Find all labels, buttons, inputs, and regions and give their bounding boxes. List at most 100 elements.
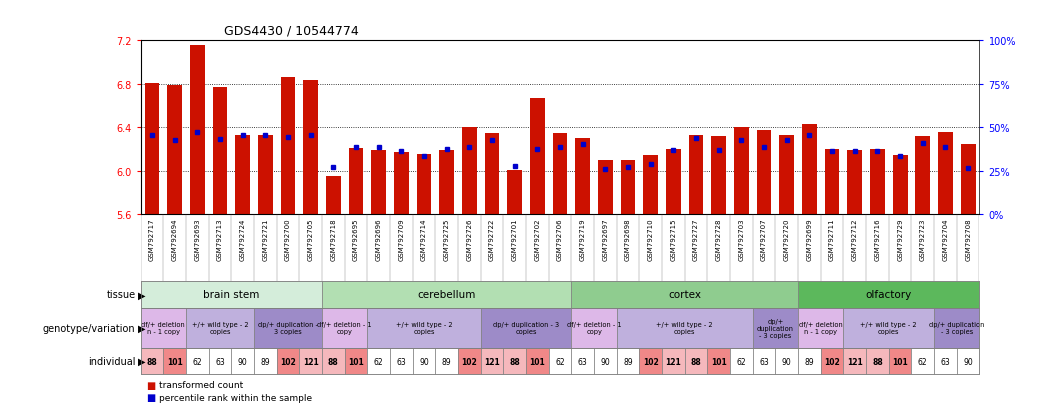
Bar — [462, 128, 477, 215]
Text: 63: 63 — [397, 357, 406, 366]
Text: 88: 88 — [328, 357, 339, 366]
Text: 90: 90 — [238, 357, 248, 366]
Text: individual: individual — [88, 356, 135, 366]
Text: cerebellum: cerebellum — [418, 290, 476, 300]
Text: GSM792706: GSM792706 — [557, 218, 563, 261]
Text: GSM792704: GSM792704 — [942, 218, 948, 261]
Text: 62: 62 — [193, 357, 202, 366]
Text: GSM792705: GSM792705 — [307, 218, 314, 261]
Bar — [326, 177, 341, 215]
Text: 89: 89 — [260, 357, 270, 366]
Text: GSM792711: GSM792711 — [829, 218, 835, 261]
Bar — [417, 154, 431, 215]
Text: 90: 90 — [419, 357, 429, 366]
Text: cortex: cortex — [668, 290, 701, 300]
Bar — [145, 83, 159, 215]
Bar — [938, 133, 952, 215]
Text: ▶: ▶ — [138, 323, 145, 333]
Bar — [213, 88, 227, 215]
Text: 101: 101 — [529, 357, 545, 366]
Text: 90: 90 — [600, 357, 611, 366]
Bar — [552, 133, 568, 215]
Text: 102: 102 — [824, 357, 840, 366]
Text: 89: 89 — [623, 357, 632, 366]
Bar — [168, 86, 182, 215]
Text: dp/+ duplication - 3
copies: dp/+ duplication - 3 copies — [493, 322, 560, 335]
Bar — [485, 133, 499, 215]
Text: GSM792698: GSM792698 — [625, 218, 631, 261]
Text: GSM792722: GSM792722 — [489, 218, 495, 261]
Text: dp/+ duplication -
3 copies: dp/+ duplication - 3 copies — [258, 322, 318, 335]
Text: 63: 63 — [760, 357, 769, 366]
Text: 101: 101 — [711, 357, 726, 366]
Bar — [689, 136, 703, 215]
Text: 89: 89 — [442, 357, 451, 366]
Text: GSM792694: GSM792694 — [172, 218, 178, 261]
Bar — [734, 128, 749, 215]
Text: 121: 121 — [847, 357, 863, 366]
Text: tissue: tissue — [106, 290, 135, 300]
Text: 63: 63 — [941, 357, 950, 366]
Bar — [621, 161, 636, 215]
Text: GSM792700: GSM792700 — [286, 218, 291, 261]
Text: GSM792710: GSM792710 — [648, 218, 653, 261]
Text: 102: 102 — [462, 357, 477, 366]
Text: +/+ wild type - 2
copies: +/+ wild type - 2 copies — [396, 322, 452, 335]
Text: GSM792712: GSM792712 — [851, 218, 858, 261]
Text: GSM792693: GSM792693 — [195, 218, 200, 261]
Text: 90: 90 — [963, 357, 973, 366]
Bar — [756, 130, 771, 215]
Text: transformed count: transformed count — [159, 380, 244, 389]
Text: GSM792717: GSM792717 — [149, 218, 155, 261]
Text: 121: 121 — [485, 357, 500, 366]
Text: GSM792729: GSM792729 — [897, 218, 903, 261]
Text: dp/+
duplication
- 3 copies: dp/+ duplication - 3 copies — [756, 318, 794, 338]
Text: 101: 101 — [348, 357, 364, 366]
Bar — [394, 153, 408, 215]
Text: GSM792726: GSM792726 — [467, 218, 472, 261]
Text: 101: 101 — [167, 357, 182, 366]
Bar — [893, 155, 908, 215]
Text: 88: 88 — [510, 357, 520, 366]
Bar — [825, 150, 840, 215]
Text: ■: ■ — [146, 392, 155, 402]
Text: GSM792719: GSM792719 — [579, 218, 586, 261]
Text: 102: 102 — [643, 357, 659, 366]
Text: GSM792701: GSM792701 — [512, 218, 518, 261]
Bar — [961, 145, 975, 215]
Text: 102: 102 — [280, 357, 296, 366]
Text: GSM792696: GSM792696 — [376, 218, 381, 261]
Text: GSM792708: GSM792708 — [965, 218, 971, 261]
Text: df/+ deletion - 1
copy: df/+ deletion - 1 copy — [567, 322, 621, 335]
Text: 63: 63 — [578, 357, 588, 366]
Bar — [598, 161, 613, 215]
Text: df/+ deletion
n - 1 copy: df/+ deletion n - 1 copy — [142, 322, 185, 335]
Text: 90: 90 — [782, 357, 792, 366]
Text: GSM792703: GSM792703 — [739, 218, 744, 261]
Bar — [870, 150, 885, 215]
Text: GSM792714: GSM792714 — [421, 218, 427, 261]
Bar — [530, 99, 545, 215]
Text: 62: 62 — [918, 357, 927, 366]
Text: GSM792713: GSM792713 — [217, 218, 223, 261]
Text: GSM792697: GSM792697 — [602, 218, 609, 261]
Text: GSM792721: GSM792721 — [263, 218, 269, 261]
Text: ▶: ▶ — [138, 356, 145, 366]
Text: 89: 89 — [804, 357, 814, 366]
Bar — [779, 136, 794, 215]
Text: 121: 121 — [303, 357, 319, 366]
Text: 101: 101 — [892, 357, 908, 366]
Bar — [349, 149, 364, 215]
Bar — [235, 136, 250, 215]
Bar — [916, 137, 931, 215]
Bar — [258, 136, 273, 215]
Text: +/+ wild type - 2
copies: +/+ wild type - 2 copies — [192, 322, 248, 335]
Text: 63: 63 — [215, 357, 225, 366]
Bar — [847, 151, 862, 215]
Text: ■: ■ — [146, 380, 155, 390]
Text: +/+ wild type - 2
copies: +/+ wild type - 2 copies — [656, 322, 713, 335]
Text: df/+ deletion - 1
copy: df/+ deletion - 1 copy — [318, 322, 372, 335]
Text: GSM792723: GSM792723 — [920, 218, 925, 261]
Text: ▶: ▶ — [138, 290, 145, 300]
Bar — [303, 81, 318, 215]
